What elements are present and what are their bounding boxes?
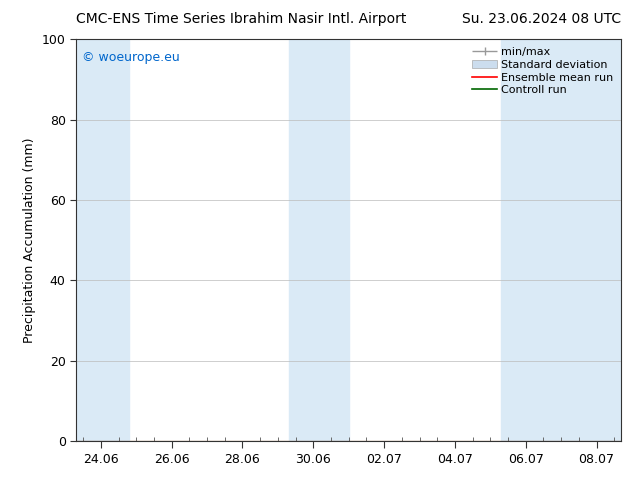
Bar bbox=[526, 39, 621, 441]
Legend: min/max, Standard deviation, Ensemble mean run, Controll run: min/max, Standard deviation, Ensemble me… bbox=[470, 45, 616, 98]
Bar bbox=[501, 39, 526, 441]
Bar bbox=[288, 39, 313, 441]
Text: © woeurope.eu: © woeurope.eu bbox=[82, 51, 179, 64]
Text: Su. 23.06.2024 08 UTC: Su. 23.06.2024 08 UTC bbox=[462, 12, 621, 26]
Bar bbox=[76, 39, 129, 441]
Bar bbox=[313, 39, 349, 441]
Text: CMC-ENS Time Series Ibrahim Nasir Intl. Airport: CMC-ENS Time Series Ibrahim Nasir Intl. … bbox=[76, 12, 406, 26]
Y-axis label: Precipitation Accumulation (mm): Precipitation Accumulation (mm) bbox=[23, 137, 36, 343]
